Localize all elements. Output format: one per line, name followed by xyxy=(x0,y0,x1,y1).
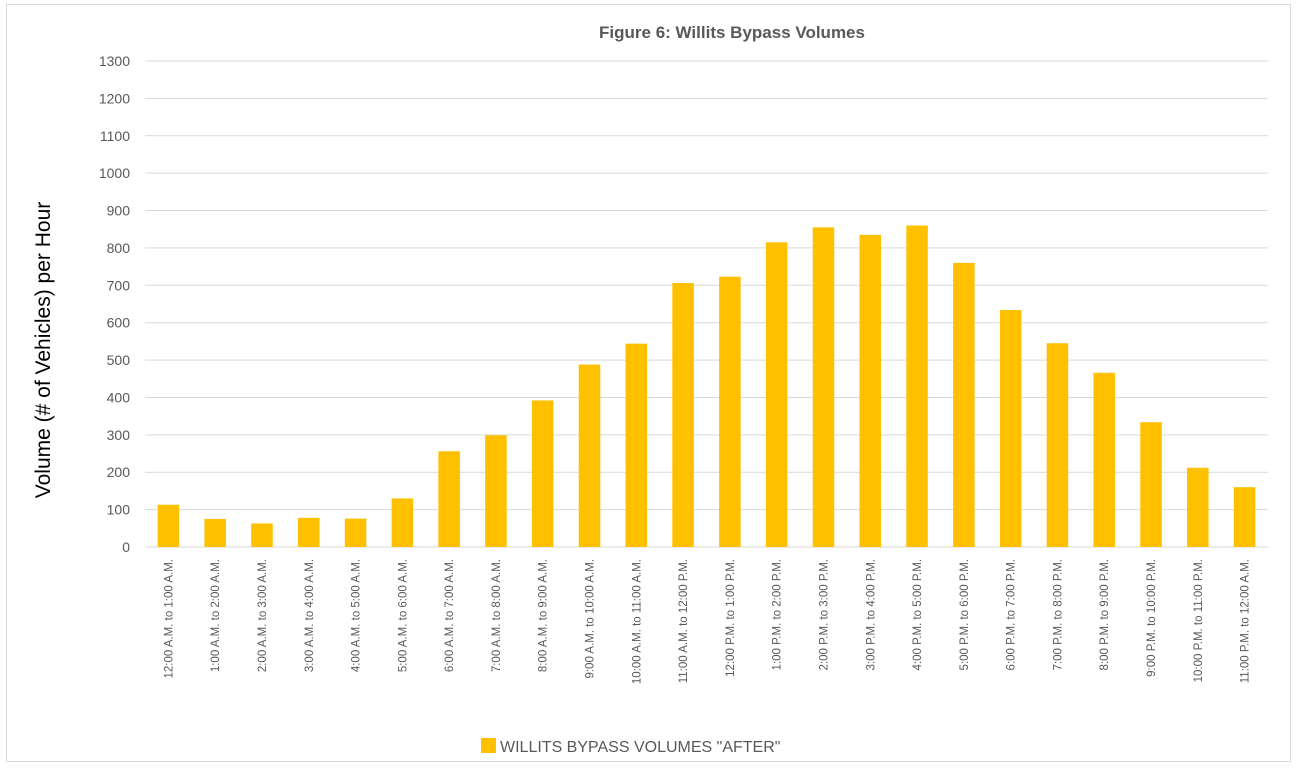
bars xyxy=(157,225,1256,548)
x-tick-label: 9:00 A.M. to 10:00 A.M. xyxy=(585,559,597,679)
y-tick-label: 700 xyxy=(107,277,131,293)
x-tick-label: 3:00 A.M. to 4:00 A.M. xyxy=(304,559,316,672)
bar xyxy=(719,276,741,547)
x-tick-label: 8:00 P.M. to 9:00 P.M. xyxy=(1099,559,1111,670)
y-tick-label: 400 xyxy=(107,389,131,405)
bar xyxy=(625,343,648,547)
y-tick-label: 900 xyxy=(107,203,131,219)
bar xyxy=(344,518,367,547)
bar xyxy=(298,517,320,547)
x-tick-label: 5:00 P.M. to 6:00 P.M. xyxy=(959,559,971,670)
x-tick-label: 4:00 P.M. to 5:00 P.M. xyxy=(912,559,924,670)
x-tick-label: 6:00 A.M. to 7:00 A.M. xyxy=(444,559,456,672)
bar xyxy=(859,234,882,548)
y-axis-label: Volume (# of Vehicles) per Hour xyxy=(32,202,55,498)
x-tick-label: 12:00 P.M. to 1:00 P.M. xyxy=(725,559,737,677)
bar xyxy=(1233,487,1256,547)
y-tick-label: 500 xyxy=(107,352,131,368)
bar xyxy=(438,451,460,547)
x-tick-label: 12:00 A.M. to 1:00 A.M. xyxy=(163,559,175,679)
bar xyxy=(204,518,226,547)
x-tick-label: 7:00 A.M. to 8:00 A.M. xyxy=(491,559,503,672)
x-tick-label: 9:00 P.M. to 10:00 P.M. xyxy=(1146,559,1158,677)
legend-swatch xyxy=(481,738,496,753)
x-tick-label: 3:00 P.M. to 4:00 P.M. xyxy=(865,559,877,670)
bar xyxy=(157,504,180,547)
y-tick-label: 800 xyxy=(107,240,131,256)
x-tick-label: 10:00 A.M. to 11:00 A.M. xyxy=(631,559,643,684)
bar xyxy=(765,242,788,548)
x-tick-labels: 12:00 A.M. to 1:00 A.M. 1:00 A.M. to 2:00… xyxy=(163,559,1251,684)
gridlines xyxy=(145,60,1268,548)
y-tick-labels: 0 100 200 300 400 500 600 700 800 900 1000 1100 1200… xyxy=(99,53,130,555)
bar xyxy=(953,262,975,547)
y-tick-label: 1300 xyxy=(99,53,130,69)
bar xyxy=(999,309,1022,547)
legend-label: WILLITS BYPASS VOLUMES "AFTER" xyxy=(500,739,780,756)
x-tick-label: 11:00 A.M. to 12:00 P.M. xyxy=(678,559,690,683)
chart-frame xyxy=(6,4,1291,762)
bar xyxy=(812,227,835,547)
y-tick-label: 1100 xyxy=(100,128,130,144)
x-tick-label: 6:00 P.M. to 7:00 P.M. xyxy=(1006,559,1018,670)
bar xyxy=(1046,343,1069,547)
legend: WILLITS BYPASS VOLUMES "AFTER" xyxy=(481,738,780,756)
y-tick-label: 300 xyxy=(107,427,131,443)
y-tick-label: 200 xyxy=(107,464,131,480)
y-tick-label: 100 xyxy=(107,502,131,518)
bar xyxy=(1093,372,1115,547)
x-tick-label: 11:00 P.M. to 12:00 A.M. xyxy=(1240,559,1252,683)
y-tick-label: 0 xyxy=(122,539,130,555)
bar xyxy=(391,498,414,547)
x-tick-label: 5:00 A.M. to 6:00 A.M. xyxy=(397,559,409,672)
chart-title: Figure 6: Willits Bypass Volumes xyxy=(599,23,865,42)
x-tick-label: 7:00 P.M. to 8:00 P.M. xyxy=(1052,559,1064,670)
x-tick-label: 10:00 P.M. to 11:00 P.M. xyxy=(1193,559,1205,682)
bar xyxy=(672,283,694,547)
x-tick-label: 2:00 A.M. to 3:00 A.M. xyxy=(257,559,269,672)
bar xyxy=(1187,467,1209,547)
bar xyxy=(531,400,554,547)
x-tick-label: 2:00 P.M. to 3:00 P.M. xyxy=(818,559,830,670)
bar xyxy=(1140,422,1162,547)
bar xyxy=(251,523,273,547)
bar xyxy=(578,364,601,547)
bar xyxy=(485,435,507,547)
x-tick-label: 1:00 A.M. to 2:00 A.M. xyxy=(210,559,222,672)
y-tick-label: 1000 xyxy=(99,165,130,181)
x-tick-label: 1:00 P.M. to 2:00 P.M. xyxy=(772,559,784,670)
x-tick-label: 8:00 A.M. to 9:00 A.M. xyxy=(538,559,550,672)
y-tick-label: 1200 xyxy=(99,90,130,106)
x-tick-label: 4:00 A.M. to 5:00 A.M. xyxy=(351,559,363,672)
bar xyxy=(906,225,928,547)
y-tick-label: 600 xyxy=(107,315,131,331)
